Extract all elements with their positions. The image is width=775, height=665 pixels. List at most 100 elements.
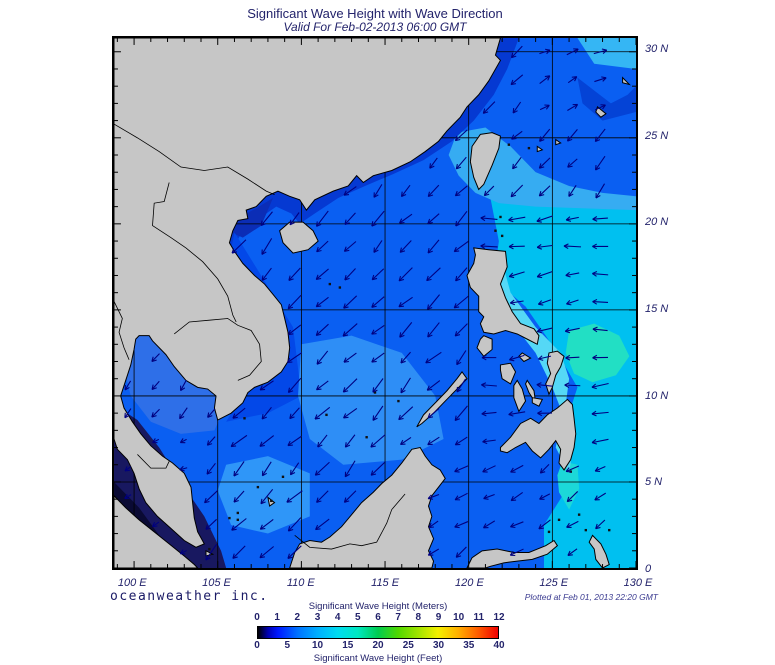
wave-arrow	[316, 350, 329, 365]
wave-arrow	[315, 210, 329, 227]
wave-arrow	[539, 128, 551, 142]
wave-arrow	[398, 296, 413, 308]
wave-arrow	[538, 185, 551, 197]
wave-arrow	[344, 268, 356, 281]
wave-arrow	[206, 436, 216, 446]
land-masbate	[518, 352, 532, 363]
wave-arrow	[289, 212, 300, 226]
wave-arrow	[399, 240, 412, 253]
feet-tick: 25	[402, 640, 414, 651]
wave-arrow	[539, 493, 551, 500]
wave-arrow	[482, 438, 496, 445]
wave-arrow	[508, 411, 526, 417]
feet-tick: 20	[372, 640, 384, 651]
wave-arrow	[429, 157, 438, 169]
wave-arrow	[287, 517, 302, 532]
wave-arrow	[399, 213, 413, 224]
wave-patch-gulf-of-thailand	[120, 330, 227, 434]
wave-patch-vietnam-band	[226, 232, 302, 422]
feet-tick: 30	[432, 640, 445, 651]
wave-arrow	[206, 463, 216, 475]
land-samar-leyte	[545, 350, 565, 396]
map-frame	[112, 36, 638, 570]
lat-label-15: 15 N	[645, 302, 669, 315]
wave-arrow	[370, 461, 386, 476]
wave-arrow	[453, 295, 469, 309]
lon-label-100: 100 E	[117, 577, 147, 589]
meters-tick: 8	[415, 612, 422, 623]
wave-arrow	[483, 493, 495, 500]
lat-label-0: 0	[645, 563, 652, 575]
lat-label-25: 25 N	[645, 129, 669, 142]
wave-arrow	[566, 299, 579, 306]
colorbar-meters-ticks: 0 1 2 3 4 5 6 7 8 9 10 11 12	[254, 612, 504, 625]
lat-label-20: 20 N	[645, 216, 669, 229]
wave-arrow	[594, 492, 607, 501]
island-dot	[577, 513, 581, 516]
feet-tick: 5	[284, 640, 291, 651]
meters-tick: 10	[453, 612, 465, 623]
wave-arrow	[232, 545, 246, 559]
wave-arrow	[232, 407, 246, 419]
wave-arrow	[595, 155, 606, 171]
wave-arrow	[427, 548, 440, 556]
wave-arrow	[288, 267, 301, 281]
lat-label-30: 30 N	[645, 42, 669, 55]
land-hainan	[279, 221, 319, 254]
wave-arrow	[398, 267, 413, 282]
wave-arrow	[371, 210, 385, 227]
wave-arrow	[427, 213, 440, 225]
wave-arrow	[151, 408, 160, 418]
meters-tick: 3	[314, 612, 321, 623]
wave-arrow	[453, 240, 469, 253]
wave-arrow	[314, 461, 330, 476]
wave-arrow	[536, 382, 553, 388]
wave-patch-green-patch-south	[557, 461, 580, 510]
wave-arrow	[539, 104, 550, 111]
wave-arrow	[316, 380, 329, 391]
wave-arrow	[509, 354, 525, 362]
wave-arrow	[591, 438, 609, 445]
colorbar-gradient-bar	[257, 626, 499, 639]
wave-arrow	[536, 215, 553, 223]
feet-tick: 15	[342, 640, 354, 651]
wave-patch-tonkin-inner-dark	[231, 197, 273, 238]
wave-arrow	[454, 436, 468, 446]
wave-arrow	[124, 493, 132, 499]
island-dot	[499, 215, 502, 219]
island-dot	[494, 229, 497, 232]
wave-arrow	[593, 48, 608, 55]
wave-arrow	[510, 184, 524, 198]
land-mindanao	[499, 398, 577, 471]
island-dot	[236, 518, 239, 522]
wave-arrow	[287, 377, 302, 394]
border-cambodia	[173, 318, 262, 381]
wave-arrow	[454, 323, 468, 337]
wave-arrow	[343, 186, 357, 196]
wave-arrow	[124, 466, 132, 472]
wave-arrow	[567, 548, 578, 557]
wave-arrow	[594, 465, 606, 472]
island-dot	[373, 391, 377, 394]
wave-arrow	[456, 378, 467, 393]
wave-arrow	[314, 406, 331, 420]
wave-arrow	[124, 408, 132, 419]
wave-arrow	[592, 298, 609, 305]
wave-arrow	[592, 326, 608, 333]
wave-arrow	[481, 382, 497, 388]
wave-arrow	[261, 461, 272, 477]
lat-label-10: 10 N	[645, 389, 669, 402]
wave-arrow	[400, 436, 412, 446]
meters-tick: 4	[334, 612, 341, 623]
wave-arrow	[536, 271, 553, 279]
oceanweather-credit: oceanweather inc.	[110, 589, 269, 604]
wave-arrow	[286, 490, 303, 503]
wave-arrow	[454, 492, 468, 501]
island-dot	[547, 530, 551, 534]
wave-arrow	[566, 491, 579, 503]
wave-arrow	[480, 243, 498, 250]
meters-tick: 2	[294, 612, 301, 623]
wave-arrow	[261, 406, 272, 420]
island-dot	[270, 499, 273, 503]
wave-arrow	[591, 410, 609, 417]
